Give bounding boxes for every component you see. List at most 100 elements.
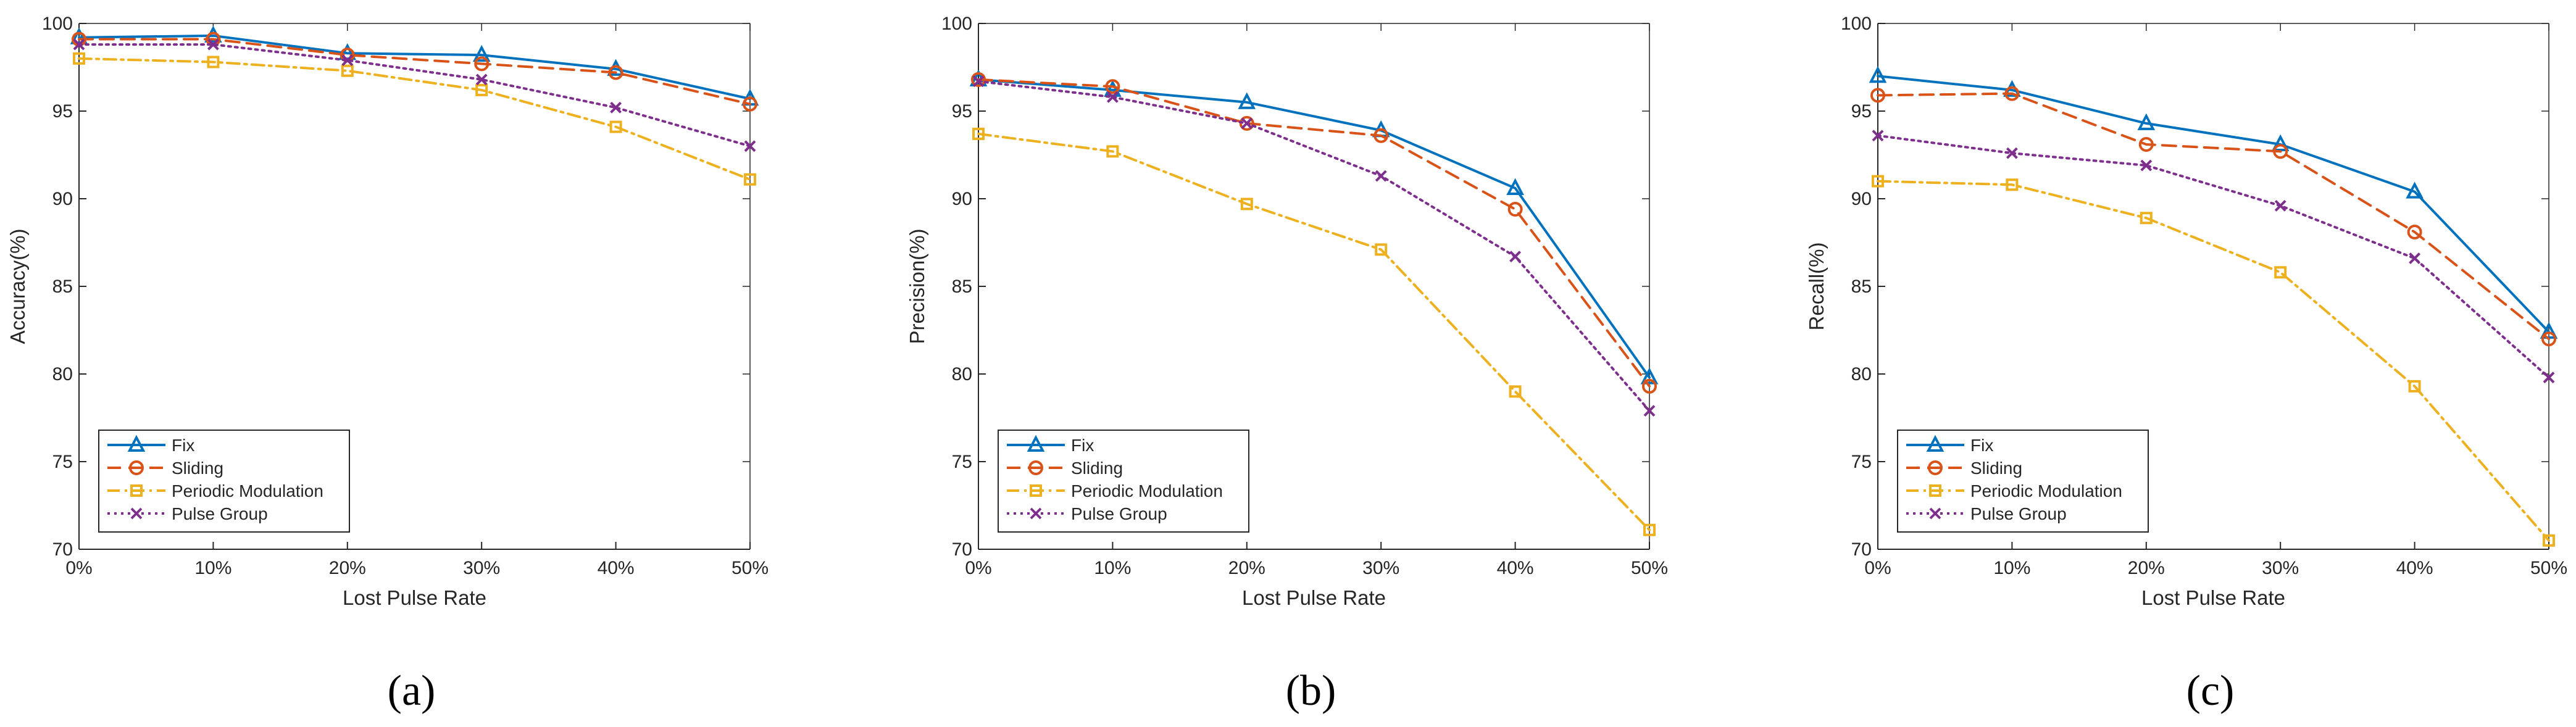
y-tick-label: 95 (1851, 101, 1872, 122)
data-point-marker (1106, 91, 1119, 103)
data-point-marker (1642, 378, 1657, 394)
series-pulse-group (73, 38, 756, 152)
legend-label: Fix (1970, 436, 1993, 455)
y-axis-label: Precision(%) (906, 228, 928, 344)
y-tick-label: 100 (941, 14, 972, 34)
x-axis-label: Lost Pulse Rate (2141, 586, 2285, 609)
y-tick-label: 70 (952, 539, 972, 560)
x-tick-label: 30% (1362, 558, 1399, 578)
x-tick-label: 40% (1497, 558, 1534, 578)
chart-panel-c: 70 75 80 85 90 95 100 0% 10% 20% 30% 40% 50% Lost Pul… (1805, 14, 2567, 715)
series-line (977, 78, 1651, 379)
data-point-marker (2541, 331, 2556, 347)
data-point-marker (2543, 534, 2555, 547)
data-point-marker (2407, 224, 2422, 239)
legend-marker (127, 434, 146, 452)
series-line (78, 34, 751, 101)
series-line (78, 43, 751, 147)
data-point-marker (972, 127, 985, 140)
y-tick-label: 100 (1841, 14, 1872, 34)
data-point-marker (1643, 405, 1656, 417)
legend-marker (1030, 484, 1042, 497)
data-point-marker (2543, 372, 2555, 384)
legend-label: Sliding (1970, 459, 2022, 478)
x-tick-label: 0% (965, 558, 991, 578)
x-tick-label: 20% (1228, 558, 1265, 578)
legend-label: Fix (172, 436, 194, 455)
panel-caption: (c) (2186, 667, 2235, 715)
legend-label: Fix (1071, 436, 1094, 455)
data-point-marker (744, 140, 756, 152)
data-point-marker (2140, 212, 2153, 225)
y-tick-label: 70 (1851, 539, 1872, 560)
series-periodic-modulation (73, 52, 756, 186)
data-point-marker (1643, 523, 1656, 536)
legend-marker (1929, 484, 1941, 497)
data-point-marker (2409, 252, 2421, 264)
y-tick-label: 70 (52, 539, 73, 560)
data-point-marker (743, 96, 757, 112)
series-sliding (1870, 86, 2556, 347)
data-point-marker (1238, 92, 1256, 109)
legend-marker (129, 460, 144, 475)
series-line (977, 78, 1651, 388)
y-tick-label: 85 (952, 276, 972, 297)
series-sliding (72, 31, 757, 112)
legend-marker (1929, 507, 1941, 520)
data-point-marker (73, 38, 85, 51)
legend: Fix Sliding Periodic Modulation Pulse Group (1897, 430, 2149, 533)
legend-label: Periodic Modulation (172, 481, 323, 501)
x-tick-label: 10% (1094, 558, 1131, 578)
y-axis-label: Accuracy(%) (6, 228, 29, 344)
data-point-marker (608, 65, 623, 80)
data-point-marker (609, 120, 622, 133)
x-tick-label: 30% (463, 558, 500, 578)
data-point-marker (2004, 86, 2020, 101)
legend-marker (1028, 460, 1043, 475)
x-tick-label: 30% (2262, 558, 2299, 578)
series-line (78, 38, 751, 106)
data-point-marker (475, 73, 488, 86)
y-tick-label: 100 (42, 14, 73, 34)
y-tick-label: 80 (952, 364, 972, 384)
data-point-marker (1507, 202, 1523, 217)
series-periodic-modulation (972, 127, 1656, 536)
data-point-marker (73, 52, 85, 65)
data-point-marker (2406, 181, 2424, 199)
data-point-marker (1373, 128, 1389, 143)
legend-label: Sliding (172, 459, 223, 478)
y-tick-label: 90 (52, 189, 73, 209)
data-point-marker (2274, 199, 2286, 212)
data-point-marker (1106, 145, 1119, 158)
legend-marker (1926, 434, 1945, 452)
data-point-marker (207, 38, 219, 51)
data-point-marker (474, 56, 490, 72)
data-point-marker (341, 64, 354, 77)
chart-panel-a: 70 75 80 85 90 95 100 0% 10% 20% 30% 40% 50% Lost Pul… (6, 14, 769, 715)
data-point-marker (2274, 266, 2287, 279)
x-tick-label: 50% (1631, 558, 1668, 578)
data-point-marker (475, 83, 488, 96)
y-tick-label: 80 (1851, 364, 1872, 384)
legend-label: Pulse Group (1071, 504, 1167, 523)
legend-marker (1030, 507, 1042, 520)
panel-caption: (a) (388, 667, 436, 715)
data-point-marker (971, 72, 986, 87)
data-point-marker (972, 75, 985, 88)
y-axis-label: Recall(%) (1805, 242, 1828, 330)
data-point-marker (1509, 385, 1522, 398)
data-point-marker (1240, 197, 1253, 210)
legend-marker (130, 507, 143, 520)
series-line (977, 80, 1651, 412)
series-sliding (971, 72, 1657, 394)
y-tick-label: 80 (52, 364, 73, 384)
data-point-marker (1506, 178, 1524, 195)
x-tick-label: 40% (2396, 558, 2433, 578)
series-periodic-modulation (1872, 175, 2555, 547)
series-line (1877, 92, 2550, 341)
x-tick-label: 50% (2530, 558, 2567, 578)
legend-label: Pulse Group (1970, 504, 2067, 523)
data-point-marker (1872, 175, 1884, 188)
data-point-marker (1375, 170, 1387, 182)
